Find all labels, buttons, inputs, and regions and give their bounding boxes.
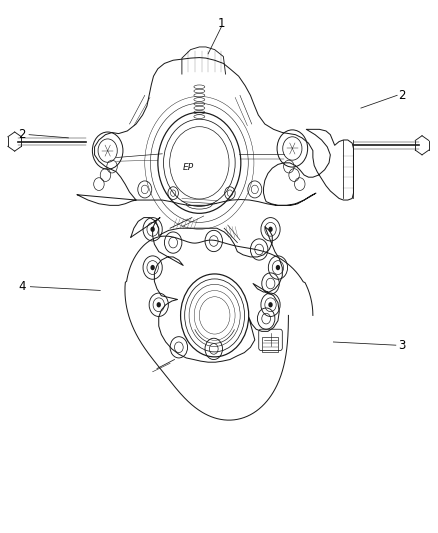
Text: 1: 1 xyxy=(217,17,225,29)
Bar xyxy=(262,337,279,352)
Text: 4: 4 xyxy=(18,280,25,293)
Circle shape xyxy=(268,227,273,232)
Text: EP: EP xyxy=(183,163,194,172)
Circle shape xyxy=(268,302,273,308)
Text: 2: 2 xyxy=(18,128,25,141)
Circle shape xyxy=(276,265,280,270)
Circle shape xyxy=(156,302,161,308)
Circle shape xyxy=(150,265,155,270)
Text: 3: 3 xyxy=(398,338,405,352)
Text: 2: 2 xyxy=(398,89,405,102)
Circle shape xyxy=(150,227,155,232)
